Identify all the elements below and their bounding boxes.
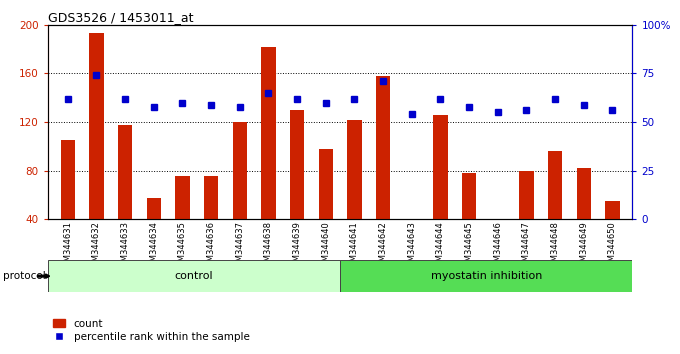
Bar bbox=[61, 141, 75, 219]
Bar bbox=[48, 260, 340, 292]
Text: GDS3526 / 1453011_at: GDS3526 / 1453011_at bbox=[48, 11, 193, 24]
Bar bbox=[204, 176, 218, 219]
Bar bbox=[233, 122, 247, 219]
Bar bbox=[175, 176, 190, 219]
Text: myostatin inhibition: myostatin inhibition bbox=[430, 271, 542, 281]
Bar bbox=[605, 201, 619, 219]
Bar bbox=[548, 152, 562, 219]
Bar bbox=[146, 198, 161, 219]
Bar bbox=[89, 33, 103, 219]
Bar bbox=[577, 169, 591, 219]
Bar bbox=[519, 171, 534, 219]
Bar bbox=[290, 110, 304, 219]
Bar bbox=[318, 149, 333, 219]
Bar bbox=[261, 47, 275, 219]
Text: control: control bbox=[175, 271, 213, 281]
Bar bbox=[433, 115, 447, 219]
Text: protocol: protocol bbox=[3, 271, 46, 281]
Bar bbox=[462, 173, 476, 219]
Bar bbox=[118, 125, 132, 219]
Bar bbox=[340, 260, 632, 292]
Bar bbox=[347, 120, 362, 219]
Legend: count, percentile rank within the sample: count, percentile rank within the sample bbox=[53, 319, 250, 342]
Bar bbox=[376, 76, 390, 219]
